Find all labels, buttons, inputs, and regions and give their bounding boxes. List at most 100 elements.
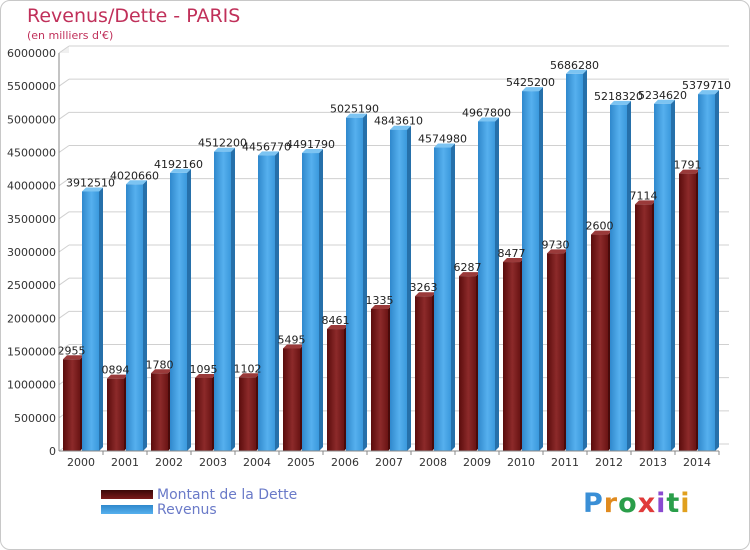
bar-revenus-top: [478, 117, 499, 122]
y-tick-label: 5500000: [7, 80, 56, 93]
gridline-depth: [58, 344, 70, 352]
data-label-debt: 6287: [454, 261, 482, 274]
legend: Montant de la Dette Revenus: [101, 487, 297, 518]
bar-debt: [371, 308, 388, 451]
x-tick-label: 2013: [639, 456, 667, 469]
bar-revenus-top: [214, 147, 235, 152]
bar-revenus: [522, 91, 539, 451]
logo-letter: t: [666, 488, 681, 519]
bar-debt: [151, 373, 168, 451]
logo-letter: r: [603, 488, 619, 519]
legend-item-debt: Montant de la Dette: [101, 487, 297, 503]
proxiti-logo: Proxiti: [583, 488, 691, 519]
bar-revenus-top: [698, 90, 719, 95]
data-label-revenus: 5025190: [330, 103, 379, 116]
bar-revenus-side: [319, 149, 323, 451]
y-tick-label: 3000000: [7, 246, 56, 259]
bar-revenus-side: [143, 180, 147, 452]
bar-revenus: [214, 151, 231, 451]
y-tick-label: 3500000: [7, 213, 56, 226]
bar-debt-top: [459, 272, 480, 277]
bar-revenus-top: [302, 149, 323, 154]
x-tick-label: 2003: [199, 456, 227, 469]
bar-debt: [327, 329, 344, 451]
x-tick-label: 2006: [331, 456, 359, 469]
bar-debt: [635, 204, 652, 451]
gridline-depth: [58, 78, 70, 87]
bar-revenus: [170, 172, 187, 452]
bar-debt: [283, 348, 300, 451]
y-tick-label: 4000000: [7, 180, 56, 193]
bar-revenus: [434, 147, 451, 452]
bar-revenus-top: [654, 99, 675, 104]
data-label-debt: 1102: [234, 362, 262, 375]
bar-revenus-side: [539, 87, 543, 451]
bar-revenus-top: [126, 180, 147, 185]
bar-debt: [679, 173, 696, 452]
y-tick-label: 0: [49, 445, 56, 458]
data-label-revenus: 5379710: [682, 79, 731, 92]
bar-debt-top: [503, 258, 524, 263]
x-tick-label: 2010: [507, 456, 535, 469]
bar-debt-top: [679, 169, 700, 174]
bar-debt: [415, 296, 432, 451]
data-label-debt: 1335: [366, 294, 394, 307]
bar-debt: [107, 378, 124, 451]
bar-debt-top: [195, 373, 216, 378]
bar-debt: [63, 359, 80, 451]
x-tick-label: 2000: [67, 456, 95, 469]
bar-debt: [195, 377, 212, 451]
gridline-depth: [58, 244, 70, 253]
data-label-revenus: 5686280: [550, 59, 599, 72]
data-label-debt: 7114: [630, 189, 658, 202]
legend-item-revenus: Revenus: [101, 502, 297, 518]
y-tick-label: 4500000: [7, 147, 56, 160]
bar-debt: [591, 234, 608, 451]
y-tick-label: 6000000: [7, 47, 56, 60]
bar-revenus: [258, 155, 275, 451]
data-label-debt: 8477: [498, 247, 526, 260]
chart-subtitle: (en milliers d'€): [27, 29, 114, 42]
bar-debt-top: [151, 369, 172, 374]
gridline-depth: [58, 277, 70, 286]
bar-revenus: [346, 117, 363, 451]
bar-debt-top: [63, 355, 84, 360]
data-label-revenus: 4192160: [154, 158, 203, 171]
data-label-debt: 1791: [674, 159, 702, 172]
x-tick-label: 2004: [243, 456, 271, 469]
bar-revenus-side: [231, 147, 235, 451]
legend-swatch-debt: [101, 490, 153, 499]
legend-swatch-revenus: [101, 505, 153, 514]
bar-debt-top: [635, 200, 656, 205]
bar-revenus: [654, 103, 671, 452]
bar-revenus-top: [258, 151, 279, 156]
logo-letter: o: [618, 488, 638, 519]
logo-letter: P: [583, 488, 604, 519]
bar-revenus-side: [275, 151, 279, 451]
x-tick-label: 2001: [111, 456, 139, 469]
data-label-debt: 9730: [542, 238, 570, 251]
bar-debt: [239, 377, 256, 451]
bar-revenus-side: [627, 100, 631, 451]
x-tick-label: 2009: [463, 456, 491, 469]
gridline-depth: [58, 111, 70, 120]
y-tick-label: 500000: [14, 412, 56, 425]
data-label-revenus: 5425200: [506, 76, 555, 89]
x-tick-label: 2005: [287, 456, 315, 469]
y-tick-label: 5000000: [7, 113, 56, 126]
x-tick-label: 2007: [375, 456, 403, 469]
x-tick-label: 2014: [683, 456, 711, 469]
data-label-revenus: 4491790: [286, 138, 335, 151]
bar-revenus: [610, 104, 627, 451]
bar-revenus-top: [170, 168, 191, 173]
bar-revenus: [390, 129, 407, 451]
y-tick-label: 2000000: [7, 312, 56, 325]
data-label-debt: 3263: [410, 281, 438, 294]
bar-debt: [459, 276, 476, 451]
data-label-debt: 2955: [58, 344, 86, 357]
bar-revenus-side: [99, 187, 103, 452]
bar-debt-top: [283, 344, 304, 349]
bar-revenus-side: [583, 69, 587, 452]
bar-debt-top: [371, 304, 392, 309]
